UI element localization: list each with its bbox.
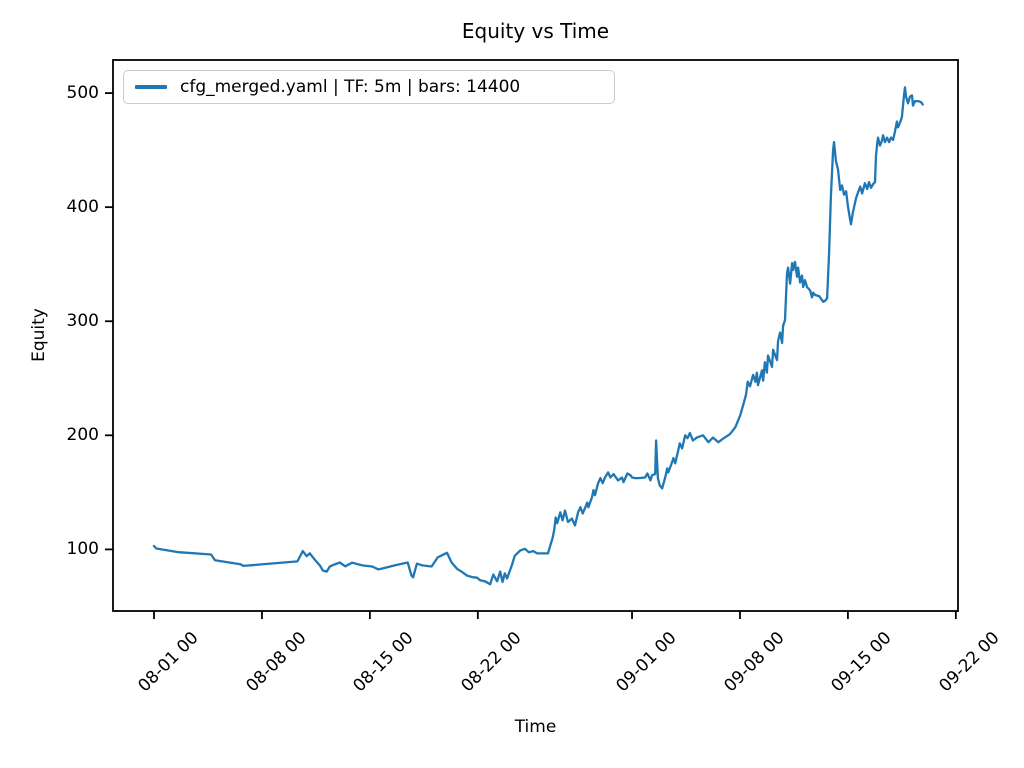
legend-line-swatch	[135, 85, 167, 89]
plot-frame	[112, 59, 959, 612]
equity-line	[152, 86, 924, 586]
y-tick-label: 100	[66, 539, 99, 560]
axis-ticks	[105, 92, 957, 619]
y-tick-label: 400	[66, 197, 99, 218]
x-axis-label: Time	[514, 717, 557, 737]
legend-entry-label: cfg_merged.yaml | TF: 5m | bars: 14400	[180, 77, 521, 97]
y-axis-label: Equity	[29, 308, 49, 362]
legend: cfg_merged.yaml | TF: 5m | bars: 14400	[123, 70, 615, 104]
chart-title: Equity vs Time	[461, 19, 610, 43]
y-tick-label: 200	[66, 425, 99, 446]
y-tick-label: 500	[66, 83, 99, 104]
y-tick-label: 300	[66, 311, 99, 332]
